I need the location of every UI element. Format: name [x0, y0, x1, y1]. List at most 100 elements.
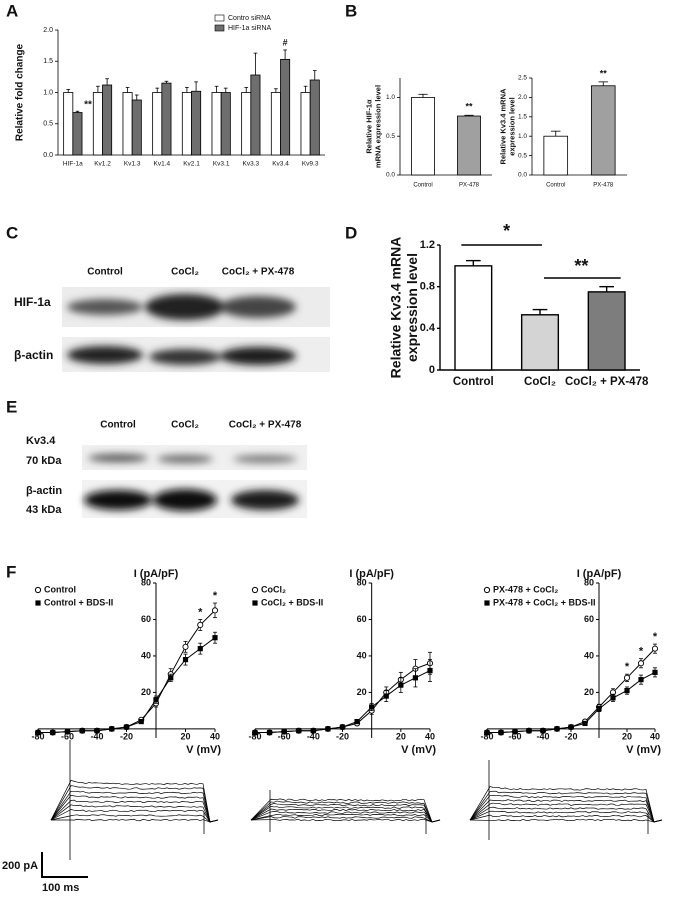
bar	[191, 90, 202, 156]
x-tick-label: 20	[180, 731, 190, 741]
point	[354, 718, 360, 725]
current-trace	[50, 799, 219, 823]
x-tick-label: 40	[210, 731, 220, 741]
bar	[152, 92, 163, 156]
point	[35, 729, 41, 736]
current-trace	[50, 818, 219, 823]
legend-swatch	[214, 24, 225, 32]
y-axis-label: I (pA/pF)	[349, 568, 394, 580]
x-tick-label: -60	[278, 731, 291, 741]
y-axis-label: I (pA/pF)	[134, 568, 179, 580]
point	[182, 656, 189, 663]
row-label: β-actin	[26, 485, 62, 497]
bar	[161, 82, 172, 156]
y-tick-label: 1.0	[386, 94, 395, 101]
current-trace	[50, 780, 219, 823]
significance: *	[198, 606, 203, 618]
point	[197, 621, 204, 628]
point	[197, 646, 203, 652]
point	[325, 726, 331, 732]
x-tick-label: -60	[508, 731, 521, 741]
series-line	[38, 637, 216, 734]
y-axis-label: expression level	[404, 253, 420, 362]
y-tick-label: 2.0	[43, 27, 53, 34]
y-axis-label: Relative fold change	[15, 43, 26, 141]
blot-bands	[67, 294, 296, 365]
current-trace	[469, 814, 663, 823]
current-trace	[469, 799, 663, 823]
y-tick-label: 1.5	[43, 58, 53, 65]
y-tick-label: 0.0	[386, 172, 395, 179]
bar	[122, 92, 133, 156]
blot-bands	[84, 454, 299, 511]
current-trace	[469, 786, 663, 823]
y-tick-label: 0.0	[518, 172, 527, 179]
point	[281, 729, 287, 735]
bar	[270, 92, 281, 156]
point	[638, 677, 644, 683]
point	[94, 728, 100, 734]
current-trace	[250, 800, 441, 823]
current-trace	[469, 795, 663, 823]
point	[512, 729, 518, 735]
point	[383, 693, 389, 699]
row-label: β-actin	[14, 348, 53, 362]
x-tick-label: Kv3.1	[213, 161, 230, 168]
bar	[72, 112, 83, 156]
series-line	[255, 662, 431, 734]
bar	[309, 79, 320, 156]
significance: *	[625, 661, 630, 673]
y-tick-label: 80	[141, 577, 151, 587]
bar	[211, 92, 222, 156]
scale-label: 200 pA	[2, 860, 38, 872]
x-tick-label: HIF-1a	[63, 161, 83, 168]
legend-marker	[252, 600, 258, 606]
bar	[457, 115, 481, 176]
point	[540, 728, 546, 734]
significance: *	[639, 646, 644, 658]
lane-label: CoCl₂ + PX-478	[229, 420, 302, 431]
y-tick-label: 80	[584, 577, 594, 587]
row-label: Kv3.4	[26, 435, 56, 447]
y-tick-label: 60	[584, 614, 594, 624]
current-trace	[469, 790, 663, 823]
legend-marker	[35, 600, 41, 606]
legend-marker	[483, 586, 491, 594]
panel-label: F	[6, 562, 16, 581]
point	[623, 674, 631, 681]
current-trace	[469, 810, 663, 823]
current-trace	[50, 814, 219, 823]
point	[427, 667, 433, 674]
point	[310, 728, 316, 734]
y-tick-label: 1.2	[420, 239, 435, 251]
point	[624, 687, 630, 694]
x-tick-label: Kv9.3	[302, 161, 319, 168]
x-tick-label: -60	[61, 731, 74, 741]
x-tick-label: Control	[453, 376, 494, 388]
x-tick-label: -20	[120, 731, 133, 741]
x-axis-label: V (mV)	[626, 744, 661, 756]
point	[398, 682, 404, 688]
bar	[520, 314, 560, 371]
current-trace	[469, 806, 663, 823]
y-tick-label: 20	[357, 687, 367, 697]
bar	[131, 99, 142, 156]
series-line	[487, 671, 656, 734]
point	[123, 724, 130, 730]
x-tick-label: Control	[413, 183, 432, 189]
y-tick-label: 2.0	[518, 94, 527, 101]
current-trace	[50, 804, 219, 823]
point	[651, 645, 659, 652]
x-tick-label: Kv1.2	[94, 161, 111, 168]
y-tick-label: 20	[584, 687, 594, 697]
x-tick-label: -80	[31, 731, 44, 741]
row-label: 70 kDa	[26, 455, 62, 467]
x-tick-label: -40	[536, 731, 549, 741]
significance: **	[574, 256, 588, 276]
current-trace	[250, 816, 441, 823]
panel-label: B	[345, 1, 357, 20]
significance: *	[503, 221, 510, 241]
current-trace	[250, 811, 441, 823]
point	[168, 675, 174, 681]
bar	[220, 92, 231, 156]
